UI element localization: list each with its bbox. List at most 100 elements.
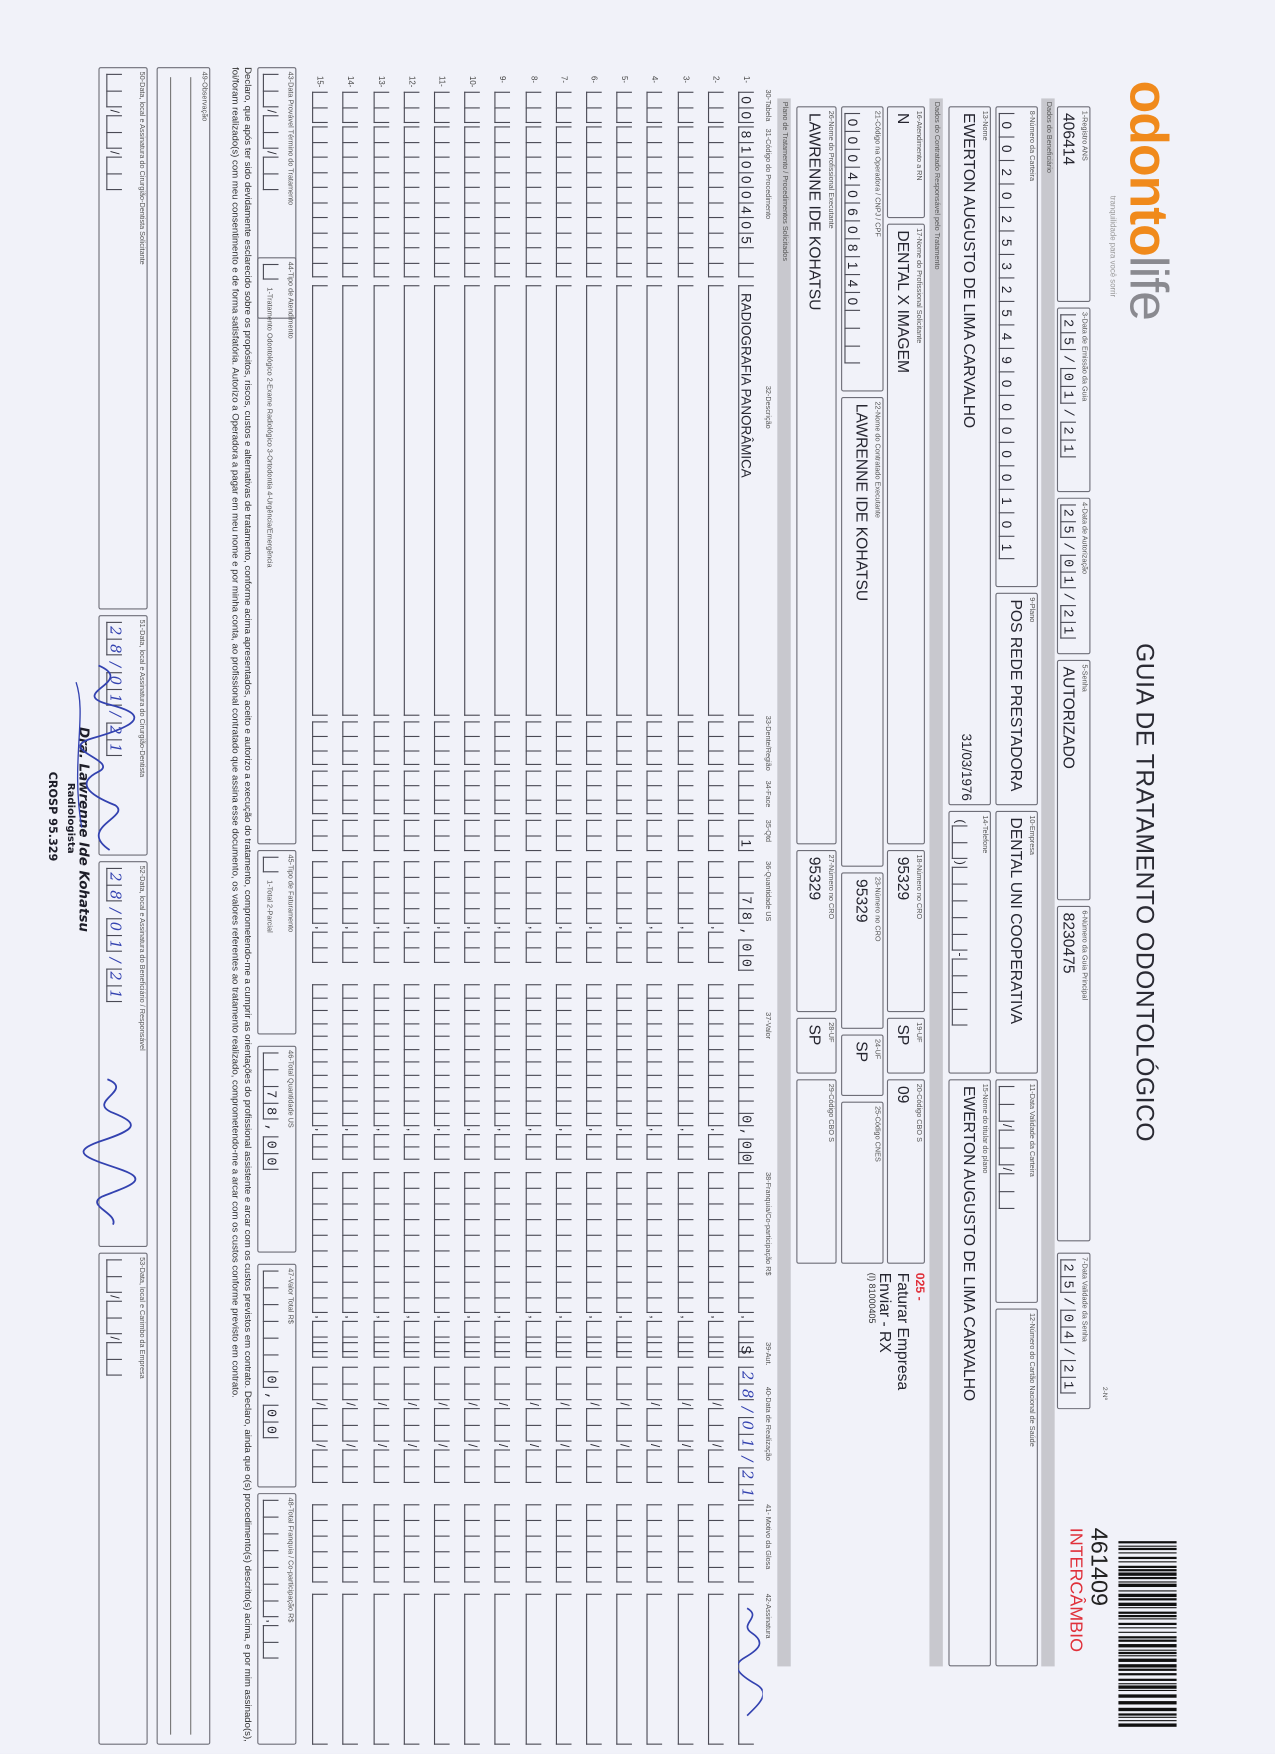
signature-field-f50[interactable]: 50-Data, local e Assinatura do Cirurgião…	[98, 67, 148, 610]
cell-tabela[interactable]	[403, 91, 420, 124]
cell-aut[interactable]	[677, 1342, 693, 1358]
cell-tabela[interactable]	[707, 91, 724, 124]
cell-valor[interactable]: ,	[616, 984, 633, 1160]
cell-descricao[interactable]	[677, 285, 693, 716]
cell-tabela[interactable]	[312, 91, 328, 124]
cell-codigo[interactable]	[433, 126, 450, 278]
field-f46[interactable]: 46-Total Quantidade US 78,00	[257, 1045, 297, 1253]
cell-valor[interactable]: ,	[586, 984, 602, 1160]
cell-glosa[interactable]	[707, 1504, 724, 1583]
field-f27[interactable]: 27-Número no CRO 95329	[796, 849, 837, 1013]
cell-codigo[interactable]	[373, 126, 389, 278]
cell-tabela[interactable]	[555, 91, 572, 124]
cell-dente[interactable]	[403, 721, 420, 765]
cell-descricao[interactable]	[707, 285, 724, 716]
cell-assinatura[interactable]	[616, 1593, 633, 1745]
cell-glosa[interactable]	[586, 1504, 602, 1583]
cell-qtd[interactable]	[586, 819, 602, 852]
cell-qtd[interactable]	[342, 819, 359, 852]
field-f44[interactable]: 44-Tipo de Atendimento 1-Tratamento Odont…	[257, 257, 297, 845]
cell-franquia[interactable]: ,	[494, 1172, 511, 1353]
field-f24[interactable]: 24-UF SP	[841, 1034, 884, 1097]
cell-aut[interactable]	[555, 1342, 572, 1358]
cell-qtd_us[interactable]: ,	[525, 861, 541, 963]
cell-glosa[interactable]	[312, 1504, 328, 1583]
field-f47[interactable]: 47-Valor Total R$ 0,00	[257, 1263, 297, 1488]
cell-assinatura[interactable]	[707, 1593, 724, 1745]
cell-face[interactable]	[707, 770, 724, 815]
cell-assinatura[interactable]	[677, 1593, 693, 1745]
cell-tabela[interactable]	[646, 91, 663, 124]
cell-descricao[interactable]	[555, 285, 572, 716]
cell-glosa[interactable]	[494, 1504, 511, 1583]
cell-descricao[interactable]	[403, 285, 420, 716]
cell-franquia[interactable]: ,	[464, 1172, 481, 1353]
cell-data[interactable]: 28/01/21	[738, 1366, 755, 1506]
cell-franquia[interactable]: ,	[312, 1172, 328, 1353]
cell-codigo[interactable]	[707, 126, 724, 278]
cell-data[interactable]: / /	[616, 1366, 633, 1483]
cell-qtd[interactable]	[312, 819, 328, 852]
cell-tabela[interactable]	[373, 91, 389, 124]
field-f17[interactable]: 17-Nome do Profissional Solicitante DENTA…	[886, 223, 925, 845]
cell-assinatura[interactable]	[433, 1593, 450, 1745]
cell-franquia[interactable]: ,	[586, 1172, 602, 1353]
cell-aut[interactable]	[433, 1342, 450, 1358]
cell-face[interactable]	[646, 770, 663, 815]
cell-face[interactable]	[312, 770, 328, 815]
cell-franquia[interactable]: ,	[646, 1172, 663, 1353]
cell-descricao[interactable]	[312, 285, 328, 716]
cell-data[interactable]: / /	[707, 1366, 724, 1483]
field-f11[interactable]: 11-Data Validade da Carteira / /	[995, 1079, 1038, 1303]
cell-dente[interactable]	[707, 721, 724, 765]
cell-franquia[interactable]: ,	[738, 1172, 754, 1353]
cell-valor[interactable]: ,	[707, 984, 724, 1160]
cell-tabela[interactable]	[677, 91, 693, 124]
field-f29[interactable]: 29-Código CBO S	[796, 1079, 837, 1264]
cell-franquia[interactable]: ,	[616, 1172, 633, 1353]
cell-data[interactable]: / /	[373, 1366, 389, 1483]
cell-franquia[interactable]: ,	[433, 1172, 450, 1353]
cell-tabela[interactable]	[464, 91, 481, 124]
cell-qtd[interactable]	[677, 819, 693, 852]
cell-data[interactable]: / /	[646, 1366, 663, 1483]
cell-qtd[interactable]	[494, 819, 511, 852]
field-f10[interactable]: 10-Empresa DENTAL UNI COOPERATIVA	[995, 810, 1038, 1074]
cell-assinatura[interactable]	[464, 1593, 481, 1745]
cell-aut[interactable]	[464, 1342, 481, 1358]
field-f25[interactable]: 25-Código CNES	[841, 1101, 884, 1264]
cell-data[interactable]: / /	[494, 1366, 511, 1483]
field-f21[interactable]: 21-Código na Operadora / CNPJ / CPF 0 0 0 4 0…	[841, 106, 884, 392]
cell-face[interactable]	[555, 770, 572, 815]
cell-face[interactable]	[586, 770, 602, 815]
cell-face[interactable]	[525, 770, 541, 815]
cell-face[interactable]	[342, 770, 359, 815]
cell-assinatura[interactable]	[586, 1593, 602, 1745]
cell-descricao[interactable]	[342, 285, 359, 716]
cell-assinatura[interactable]	[403, 1593, 420, 1745]
cell-dente[interactable]	[616, 721, 633, 765]
cell-data[interactable]: / /	[403, 1366, 420, 1483]
cell-tabela[interactable]	[586, 91, 602, 124]
cell-descricao[interactable]	[373, 285, 389, 716]
cell-descricao[interactable]	[464, 285, 481, 716]
cell-glosa[interactable]	[373, 1504, 389, 1583]
cell-data[interactable]: / /	[464, 1366, 481, 1483]
cell-descricao[interactable]	[494, 285, 511, 716]
cell-valor[interactable]: ,	[373, 984, 389, 1160]
field-f26[interactable]: 26-Nome do Profissional Executante LAWREN…	[796, 106, 837, 845]
cell-valor[interactable]: 0,00	[738, 984, 754, 1167]
field-f8[interactable]: 8-Número da Carteira 0 0 2 0 2 5 3 2 5 4 9 0 0 0 0 0 1 0 1	[995, 106, 1038, 588]
cell-dente[interactable]	[525, 721, 541, 765]
cell-codigo[interactable]	[494, 126, 511, 278]
cell-qtd_us[interactable]: ,	[433, 861, 450, 963]
cell-aut[interactable]	[373, 1342, 389, 1358]
cell-valor[interactable]: ,	[433, 984, 450, 1160]
cell-assinatura[interactable]	[646, 1593, 663, 1745]
cell-qtd_us[interactable]: ,	[677, 861, 693, 963]
cell-glosa[interactable]	[738, 1504, 754, 1583]
cell-valor[interactable]: ,	[555, 984, 572, 1160]
field-f5[interactable]: 5-Senha AUTORIZADO	[1056, 659, 1091, 901]
cell-aut[interactable]	[616, 1342, 633, 1358]
